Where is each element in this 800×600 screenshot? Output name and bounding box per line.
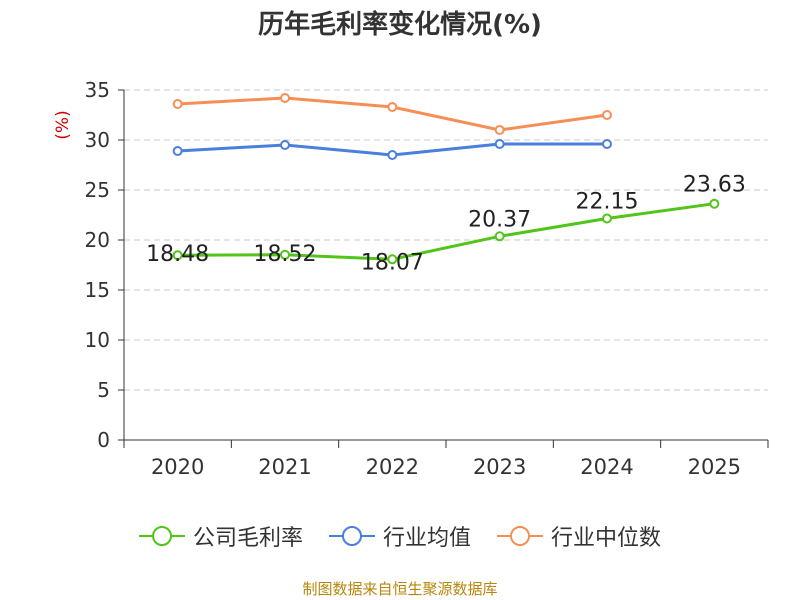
y-tick-label: 25	[85, 178, 110, 202]
source-note: 制图数据来自恒生聚源数据库	[302, 580, 498, 598]
data-label: 20.37	[468, 207, 531, 232]
y-axis-label: (%)	[53, 110, 73, 139]
data-point	[280, 93, 290, 103]
y-tick-label: 5	[97, 378, 110, 402]
data-point	[387, 102, 398, 112]
data-label: 18.48	[146, 242, 209, 267]
data-point	[387, 150, 398, 160]
data-label: 23.63	[683, 173, 746, 198]
data-point	[280, 140, 290, 150]
y-tick-label: 10	[85, 328, 110, 352]
x-tick-label: 2021	[258, 455, 311, 479]
data-point	[602, 110, 612, 120]
series-line	[177, 202, 715, 261]
legend-label: 公司毛利率	[192, 526, 303, 551]
data-point	[172, 250, 183, 261]
data-labels: 18.48 18.52 18.07 20.37 22.15 23.63	[146, 173, 746, 276]
legend-line-icon	[328, 526, 375, 546]
legend-label: 行业中位数	[551, 526, 662, 551]
y-tick-label: 35	[85, 78, 110, 102]
data-point	[709, 198, 720, 209]
data-point	[494, 139, 505, 149]
y-tick-label: 0	[97, 428, 110, 452]
x-tick-label: 2023	[473, 455, 526, 479]
data-point	[494, 231, 505, 242]
legend: 公司毛利率 行业均值 行业中位数	[0, 520, 800, 552]
y-tick-label: 20	[85, 228, 110, 252]
grid-lines	[124, 89, 768, 391]
chart-title: 历年毛利率变化情况(%)	[258, 10, 542, 40]
y-tick-label: 30	[85, 128, 110, 152]
data-point	[602, 213, 612, 224]
data-label: 18.52	[254, 242, 317, 267]
legend-item-industry-average[interactable]: 行业均值	[328, 520, 471, 552]
x-tick-label: 2022	[366, 455, 419, 479]
data-point	[387, 254, 398, 265]
series-lines	[172, 93, 720, 265]
x-tick-label: 2024	[580, 455, 633, 479]
x-tick-label: 2020	[151, 455, 204, 479]
legend-line-icon	[138, 526, 185, 546]
data-point	[494, 125, 505, 135]
x-tick-label: 2025	[688, 455, 741, 479]
y-tick-label: 15	[85, 278, 110, 302]
data-label: 22.15	[576, 190, 639, 215]
legend-line-icon	[497, 526, 543, 546]
data-point	[172, 99, 183, 109]
data-point	[172, 146, 183, 156]
legend-item-industry-median[interactable]: 行业中位数	[497, 520, 661, 552]
data-point	[602, 139, 612, 149]
legend-item-company[interactable]: 公司毛利率	[138, 520, 303, 552]
data-label: 18.07	[361, 250, 424, 275]
data-point	[280, 249, 290, 260]
legend-label: 行业均值	[382, 526, 471, 551]
